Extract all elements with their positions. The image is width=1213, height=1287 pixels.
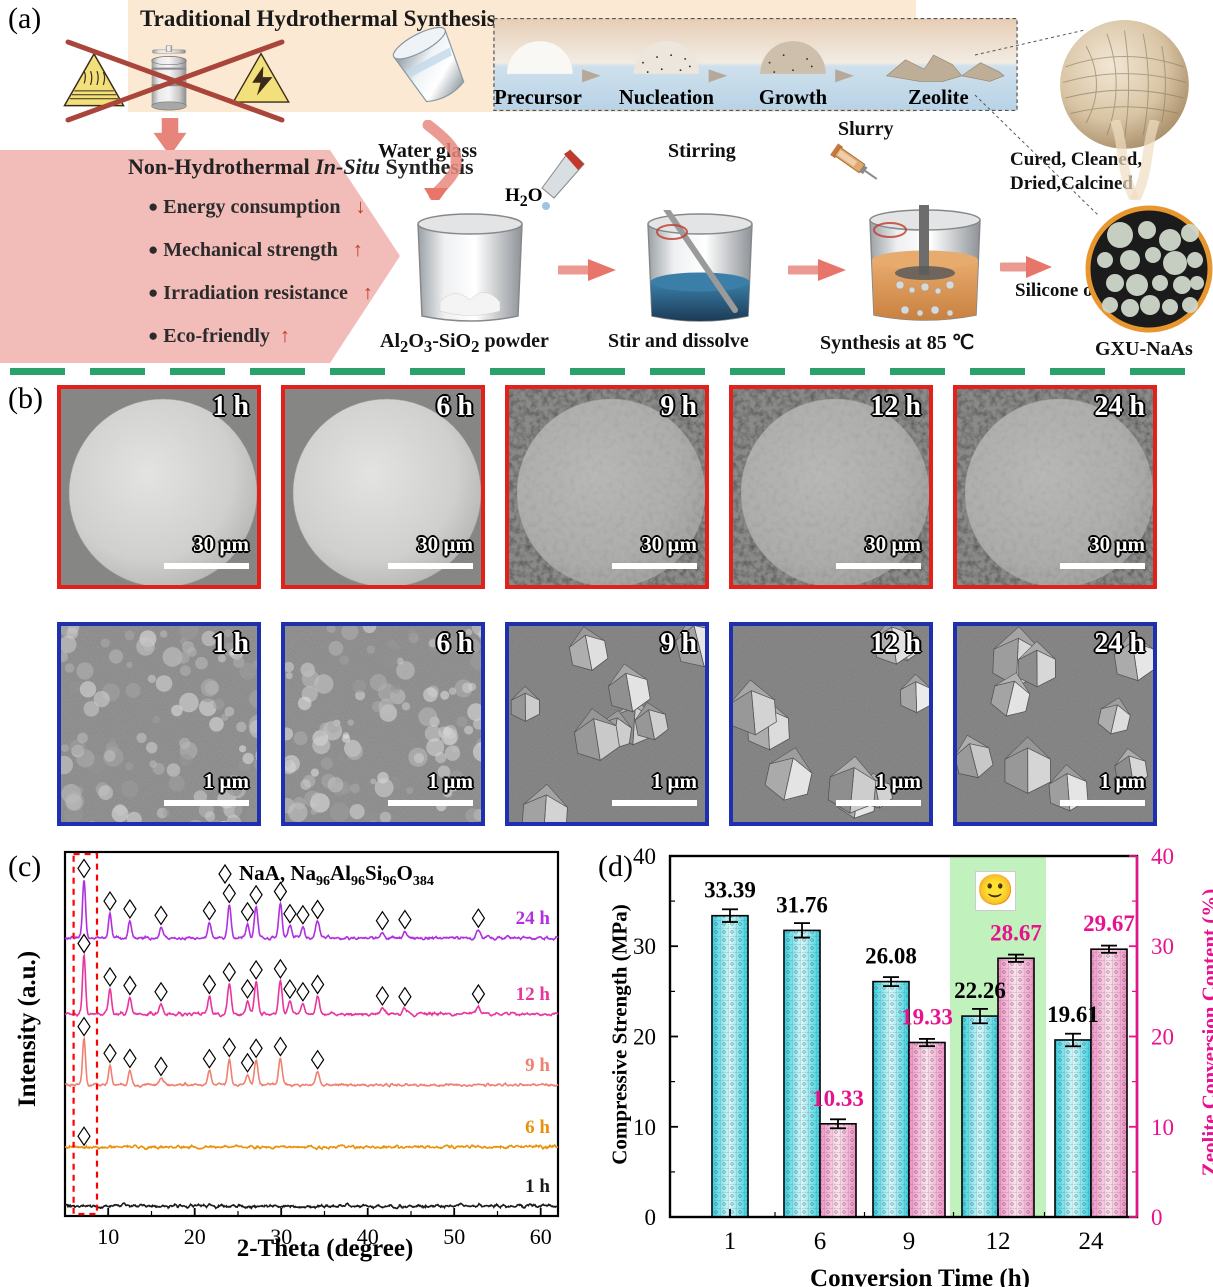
svg-text:30: 30 <box>1151 934 1174 959</box>
svg-text:22.26: 22.26 <box>954 978 1006 1003</box>
svg-text:30: 30 <box>633 934 656 959</box>
svg-text:0: 0 <box>1151 1205 1163 1230</box>
svg-text:10: 10 <box>633 1115 656 1140</box>
svg-text:40: 40 <box>633 844 656 869</box>
svg-text:20: 20 <box>1151 1025 1174 1050</box>
svg-text:6: 6 <box>814 1228 827 1255</box>
svg-text:20: 20 <box>633 1025 656 1050</box>
svg-text:31.76: 31.76 <box>776 892 828 917</box>
svg-text:24: 24 <box>1079 1228 1105 1255</box>
svg-text:0: 0 <box>645 1205 657 1230</box>
svg-text:1: 1 <box>724 1228 737 1255</box>
svg-text:12: 12 <box>986 1228 1011 1255</box>
svg-text:19.61: 19.61 <box>1047 1002 1099 1027</box>
svg-text:26.08: 26.08 <box>865 944 917 969</box>
svg-text:9: 9 <box>903 1228 916 1255</box>
svg-text:19.33: 19.33 <box>901 1005 953 1030</box>
svg-text:10: 10 <box>1151 1115 1174 1140</box>
svg-text:33.39: 33.39 <box>704 878 756 903</box>
svg-text:29.67: 29.67 <box>1083 911 1135 936</box>
svg-text:10.33: 10.33 <box>812 1086 864 1111</box>
svg-text:28.67: 28.67 <box>990 920 1042 945</box>
svg-text:40: 40 <box>1151 844 1174 869</box>
